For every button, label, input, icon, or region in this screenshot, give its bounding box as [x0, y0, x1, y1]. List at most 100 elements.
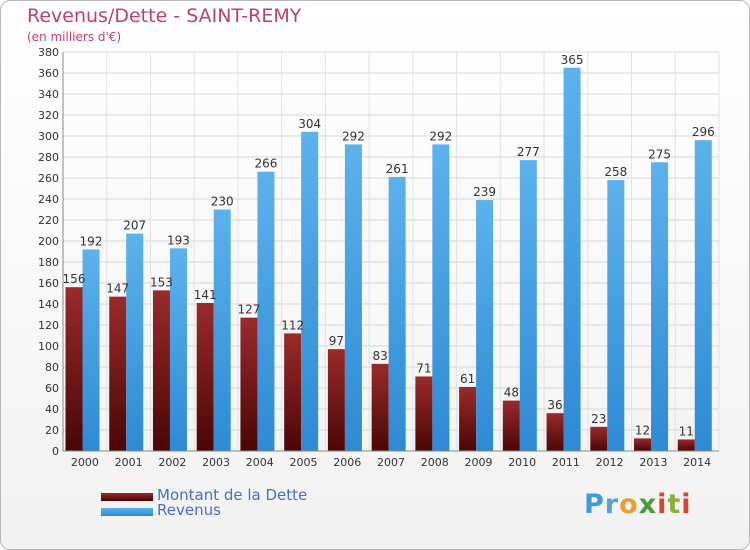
data-label-revenus: 275 [648, 147, 671, 161]
labels-layer: 156 192 147 207 153 193 141 230 127 266 112 304 97 29… [63, 53, 715, 439]
y-tick-label: 0 [52, 445, 59, 458]
data-label-revenus: 261 [386, 162, 409, 176]
bar-dette [677, 439, 695, 451]
y-tick-label: 40 [45, 403, 59, 416]
x-tick-label: 2012 [596, 456, 624, 469]
data-label-dette: 36 [547, 398, 562, 412]
data-label-revenus: 258 [604, 165, 627, 179]
bar-revenus [476, 200, 494, 451]
data-label-dette: 97 [329, 334, 344, 348]
data-label-dette: 127 [237, 303, 260, 317]
y-tick-label: 140 [38, 298, 59, 311]
chart-subtitle: (en milliers d'€) [27, 30, 122, 44]
legend-swatch-dette [101, 493, 153, 501]
y-tick-label: 360 [38, 67, 59, 80]
data-label-dette: 83 [372, 349, 387, 363]
legend-label-dette: Montant de la Dette [157, 486, 308, 504]
bar-revenus [651, 162, 669, 451]
bar-revenus [213, 209, 231, 451]
x-tick-label: 2014 [683, 456, 711, 469]
y-tick-label: 200 [38, 235, 59, 248]
bar-dette [327, 349, 345, 451]
data-label-dette: 141 [194, 288, 217, 302]
bar-revenus [563, 67, 581, 451]
y-tick-label: 280 [38, 151, 59, 164]
y-tick-label: 120 [38, 319, 59, 332]
data-label-revenus: 192 [80, 234, 103, 248]
bar-dette [546, 413, 564, 451]
x-tick-label: 2007 [377, 456, 405, 469]
y-tick-label: 320 [38, 109, 59, 122]
data-label-revenus: 277 [517, 145, 540, 159]
bar-dette [590, 426, 608, 451]
data-label-dette: 11 [679, 424, 694, 438]
chart-title: Revenus/Dette - SAINT-REMY [27, 5, 302, 27]
bar-revenus [388, 176, 406, 451]
bar-dette [65, 287, 83, 451]
data-label-revenus: 304 [298, 117, 321, 131]
data-label-revenus: 207 [123, 219, 146, 233]
x-tick-label: 2010 [508, 456, 536, 469]
data-label-dette: 153 [150, 275, 173, 289]
data-label-revenus: 296 [692, 125, 715, 139]
y-tick-label: 240 [38, 193, 59, 206]
data-label-revenus: 266 [254, 157, 277, 171]
x-tick-label: 2001 [115, 456, 143, 469]
bar-dette [152, 290, 170, 451]
bar-revenus [126, 233, 144, 451]
x-tick-label: 2011 [552, 456, 580, 469]
x-tick-label: 2004 [246, 456, 274, 469]
bar-revenus [519, 160, 537, 451]
data-label-dette: 112 [281, 318, 304, 332]
legend-swatch-revenus [101, 508, 153, 516]
data-label-revenus: 292 [429, 129, 452, 143]
bar-dette [240, 317, 258, 451]
bar-dette [284, 333, 302, 451]
bar-dette [196, 302, 214, 451]
data-label-dette: 147 [106, 282, 129, 296]
bar-dette [371, 363, 389, 451]
bars-layer [65, 67, 712, 452]
x-tick-label: 2005 [290, 456, 318, 469]
x-tick-label: 2002 [158, 456, 186, 469]
y-tick-label: 20 [45, 424, 59, 437]
bar-dette [109, 296, 127, 451]
data-label-dette: 71 [416, 361, 431, 375]
data-label-dette: 61 [460, 372, 475, 386]
data-label-revenus: 193 [167, 233, 190, 247]
data-label-revenus: 365 [561, 53, 584, 67]
data-label-revenus: 292 [342, 129, 365, 143]
bar-dette [415, 376, 433, 451]
x-tick-label: 2006 [333, 456, 361, 469]
x-tick-label: 2009 [464, 456, 492, 469]
bar-revenus [301, 131, 319, 452]
bar-dette [459, 386, 477, 451]
bar-dette [502, 400, 520, 451]
x-tick-label: 2008 [421, 456, 449, 469]
y-tick-label: 160 [38, 277, 59, 290]
y-tick-label: 180 [38, 256, 59, 269]
data-label-dette: 156 [63, 272, 86, 286]
y-tick-label: 60 [45, 382, 59, 395]
bar-dette [634, 438, 652, 451]
x-tick-label: 2000 [71, 456, 99, 469]
data-label-revenus: 230 [211, 195, 234, 209]
bar-revenus [82, 249, 100, 451]
bar-revenus [432, 144, 450, 451]
legend-label-revenus: Revenus [157, 501, 221, 519]
y-tick-label: 80 [45, 361, 59, 374]
y-tick-label: 220 [38, 214, 59, 227]
bar-revenus [694, 140, 712, 451]
x-tick-label: 2003 [202, 456, 230, 469]
data-label-dette: 12 [635, 423, 650, 437]
data-label-dette: 48 [504, 386, 519, 400]
y-tick-label: 300 [38, 130, 59, 143]
y-tick-label: 340 [38, 88, 59, 101]
proxiti-logo: Proxiti [584, 489, 692, 520]
y-tick-label: 260 [38, 172, 59, 185]
data-label-dette: 23 [591, 412, 606, 426]
bar-revenus [344, 144, 362, 451]
x-tick-label: 2013 [639, 456, 667, 469]
